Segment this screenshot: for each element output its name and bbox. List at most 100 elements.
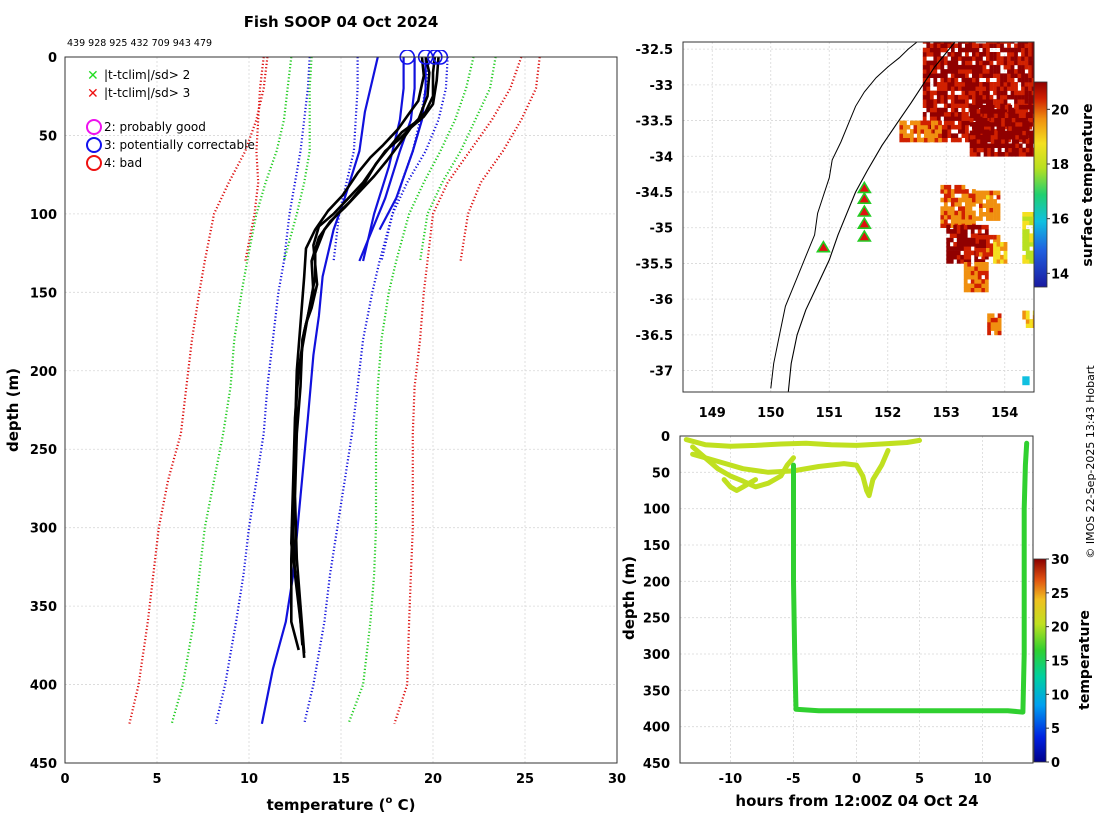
sst-cell: [969, 130, 974, 136]
sst-cell: [989, 199, 994, 204]
sst-cell: [954, 124, 959, 130]
sst-cell: [973, 139, 977, 144]
sst-cell: [963, 224, 968, 230]
sst-cell: [943, 90, 948, 96]
sst-cell: [1029, 104, 1034, 110]
sst-cell: [979, 252, 983, 257]
sst-cell: [996, 216, 1001, 221]
sst-cell: [950, 193, 955, 198]
sst-cell: [1025, 254, 1030, 260]
sst-cell: [974, 266, 979, 271]
sst-cell: [922, 69, 927, 74]
sst-cell: [1021, 56, 1025, 61]
sst-cell: [1007, 94, 1011, 100]
sst-cell: [933, 47, 938, 53]
sst-cell: [975, 56, 980, 61]
blue-profiles: [260, 56, 427, 725]
sst-cell: [982, 243, 987, 248]
sst-cell: [940, 69, 945, 74]
sst-cell: [961, 60, 966, 66]
sst-cell: [993, 43, 997, 48]
sst-cell: [933, 56, 938, 61]
sst-cell: [1017, 43, 1022, 48]
sst-cell: [1015, 109, 1020, 114]
sst-cell: [977, 274, 982, 280]
sst-cell: [1011, 130, 1016, 136]
sst-cell: [922, 94, 927, 100]
legend-label-sd3: |t-tclim|/sd> 3: [104, 86, 190, 100]
sst-cell: [1017, 60, 1022, 66]
sst-cell: [974, 274, 979, 280]
sst-cell: [972, 107, 976, 113]
sst-cell: [910, 120, 914, 126]
sst-cell: [1032, 109, 1034, 114]
sst-cell: [965, 210, 969, 216]
depth-time-ytick-label: 50: [652, 466, 670, 481]
sst-cell: [1024, 64, 1029, 70]
sst-cell: [954, 94, 959, 100]
sst-cell: [968, 90, 973, 96]
sst-cell: [974, 270, 979, 276]
sst-cell: [961, 189, 966, 194]
sst-cell: [977, 270, 982, 276]
sst-colorbar-tick-label: 16: [1051, 213, 1069, 228]
sst-cell: [1011, 152, 1016, 157]
sst-cell: [1004, 152, 1009, 157]
sst-cell: [989, 94, 994, 100]
sst-cell: [993, 82, 997, 87]
sst-cell: [979, 194, 983, 200]
profiles-ytick-label: 200: [30, 365, 57, 380]
sst-cell: [1024, 94, 1029, 100]
sst-cell: [929, 99, 934, 104]
sst-cell: [976, 143, 981, 148]
sst-cell: [986, 86, 990, 91]
sst-cell: [922, 99, 927, 104]
sst-cell: [1032, 246, 1034, 251]
sst-cell: [1010, 86, 1015, 91]
sst-cell: [958, 52, 962, 57]
sst-cell: [968, 94, 973, 100]
sst-cell: [965, 193, 969, 198]
sst-cell: [917, 124, 921, 130]
sst-cell: [1029, 134, 1034, 140]
sst-cell: [965, 120, 969, 126]
sst-cell: [983, 122, 988, 127]
sst-cell: [1017, 69, 1022, 74]
sst-cell: [1003, 90, 1008, 96]
sst-cell: [996, 254, 1001, 260]
sst-cell: [940, 210, 945, 216]
sst-cell: [1024, 56, 1029, 61]
sst-cell: [1031, 43, 1034, 48]
sst-cell: [961, 214, 966, 220]
sst-cell: [943, 129, 948, 134]
sst-cell: [1014, 99, 1018, 104]
sst-cell: [943, 202, 948, 207]
sst-cell: [936, 82, 941, 87]
legend-item-sd3: ✕ |t-tclim|/sd> 3: [87, 86, 190, 102]
sst-cell: [967, 250, 972, 256]
sst-cell: [936, 60, 941, 66]
sst-cell: [961, 47, 966, 53]
sst-cell: [1021, 60, 1025, 66]
sst-cell: [1000, 86, 1004, 91]
sst-cell: [920, 124, 925, 130]
sst-cell: [972, 52, 976, 57]
sst-cell: [982, 64, 987, 70]
sst-cell: [989, 212, 994, 217]
sst-cell: [947, 43, 952, 48]
legend-x-green: ✕: [87, 68, 99, 84]
sst-cell: [974, 283, 979, 288]
sst-cell: [929, 116, 934, 121]
sst-cell: [972, 133, 976, 138]
sst-cell: [1010, 69, 1015, 74]
sst-cell: [1031, 90, 1034, 96]
sst-cell: [990, 313, 995, 318]
sst-cell: [936, 112, 941, 117]
sst-cell: [933, 116, 938, 121]
sst-cell: [993, 56, 997, 61]
sst-cell: [926, 42, 931, 44]
sst-cell: [972, 64, 976, 70]
legend-label-flag2: 2: probably good: [104, 120, 206, 134]
sst-cell: [982, 52, 987, 57]
sst-cell: [994, 130, 998, 136]
